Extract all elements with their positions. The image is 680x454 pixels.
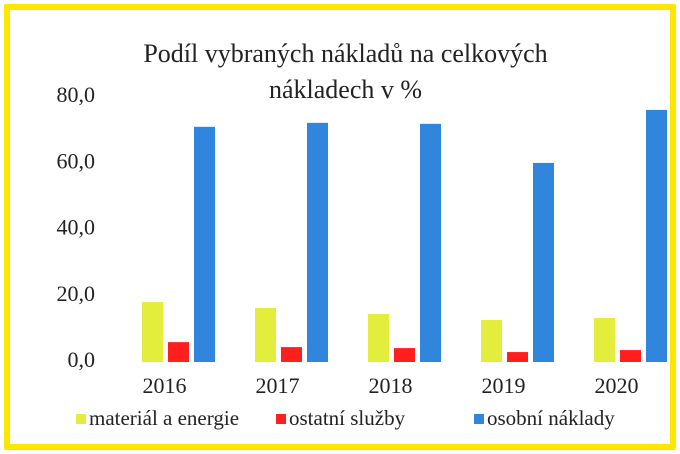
bar (594, 317, 615, 362)
chart-frame (4, 4, 676, 450)
bar (646, 109, 667, 362)
legend-label: ostatní služby (289, 406, 406, 430)
bar (420, 123, 441, 362)
legend-label: materiál a energie (89, 406, 239, 430)
x-tick-label: 2016 (143, 373, 187, 398)
x-tick-label: 2020 (595, 373, 639, 398)
legend-label: osobní náklady (487, 406, 615, 430)
x-tick-label: 2017 (256, 373, 300, 398)
legend-marker (76, 414, 86, 424)
bar (255, 308, 276, 362)
bar (281, 347, 302, 362)
y-tick-label: 60,0 (57, 148, 96, 173)
chart-title: Podíl vybraných nákladů na celkových nák… (143, 39, 548, 104)
bar (507, 352, 528, 362)
y-tick-label: 20,0 (57, 281, 96, 306)
x-tick-label: 2018 (369, 373, 413, 398)
x-tick-label: 2019 (482, 373, 526, 398)
bar (394, 348, 415, 362)
legend-marker (474, 414, 484, 424)
bar (533, 162, 554, 362)
bar (168, 342, 189, 362)
bar (307, 122, 328, 363)
bar (368, 313, 389, 362)
y-tick-label: 80,0 (57, 82, 96, 107)
bar (481, 319, 502, 362)
y-tick-label: 40,0 (57, 215, 96, 240)
y-tick-label: 0,0 (68, 347, 96, 372)
bar (620, 350, 641, 362)
legend-marker (276, 414, 286, 424)
bar (142, 302, 163, 362)
bar (194, 126, 215, 362)
